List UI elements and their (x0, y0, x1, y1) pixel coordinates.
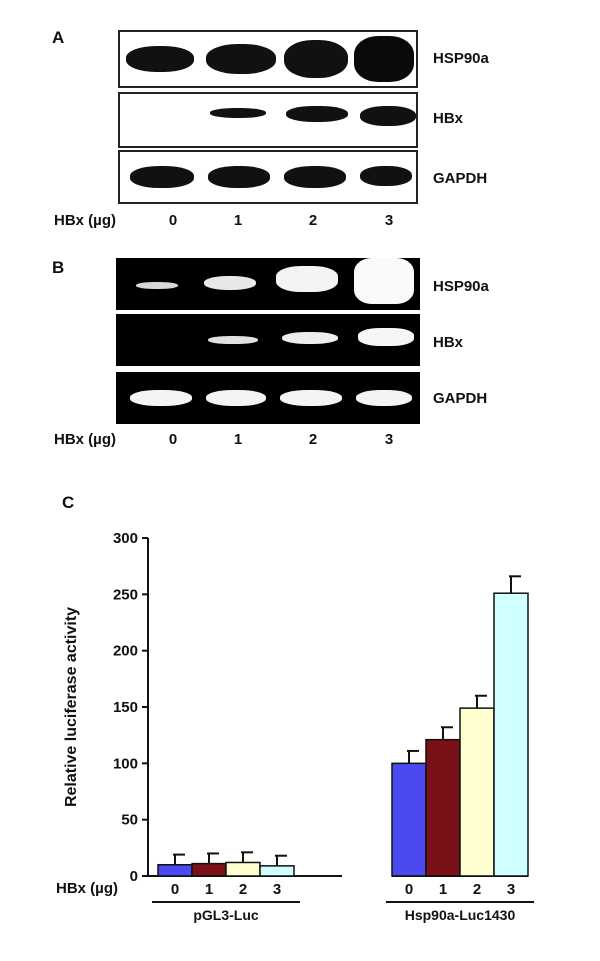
band (208, 336, 258, 344)
gel-row-label-hbx: HBx (433, 334, 464, 351)
gel-lane-label: 0 (168, 431, 178, 448)
band (280, 390, 342, 406)
wb-lane-prefix: HBx (µg) (54, 212, 116, 229)
band (360, 166, 412, 186)
gel-lane-label: 3 (384, 431, 394, 448)
x-tick-label: 2 (239, 881, 247, 898)
gel-row-label-hsp90a: HSP90a (433, 278, 489, 295)
x-tick-label: 3 (507, 881, 515, 898)
band (136, 282, 178, 289)
band (284, 40, 348, 78)
wb-row-label-gapdh: GAPDH (433, 170, 488, 187)
band (204, 276, 256, 290)
panel-c-letter: C (62, 493, 75, 512)
y-axis-title: Relative luciferase activity (63, 607, 80, 807)
wb-lane-label: 0 (168, 212, 178, 229)
x-tick-label: 0 (405, 881, 413, 898)
gel-hbx (116, 314, 420, 366)
band (286, 106, 348, 122)
wb-gapdh-blot (118, 150, 418, 204)
x-tick-label: 1 (439, 881, 447, 898)
band (206, 44, 276, 74)
band (130, 390, 192, 406)
x-tick-label: 0 (171, 881, 179, 898)
y-tick-label: 200 (113, 643, 138, 660)
gel-row-label-gapdh: GAPDH (433, 390, 488, 407)
gel-gapdh (116, 372, 420, 424)
band (276, 266, 338, 292)
x-tick-label: 1 (205, 881, 213, 898)
x-tick-label: 2 (473, 881, 481, 898)
panel-b-letter: B (52, 258, 65, 277)
gel-lane-label: 1 (233, 431, 243, 448)
bar (191, 862, 227, 877)
bar (391, 762, 427, 877)
y-tick-label: 300 (113, 530, 138, 547)
band (354, 36, 414, 82)
y-tick-label: 0 (130, 868, 138, 885)
gel-hsp90a (116, 258, 420, 310)
wb-lane-label: 1 (233, 212, 243, 229)
band (356, 390, 412, 406)
wb-hbx-blot (118, 92, 418, 148)
bar (259, 865, 295, 877)
band (126, 46, 194, 72)
group-label: Hsp90a-Luc1430 (405, 907, 516, 923)
panel-a-letter: A (52, 28, 65, 47)
wb-row-label-hsp90a: HSP90a (433, 50, 489, 67)
wb-hsp90a-blot (118, 30, 418, 88)
band (360, 106, 416, 126)
band (210, 108, 266, 118)
band (206, 390, 266, 406)
bar (225, 861, 261, 877)
bar (459, 707, 495, 877)
band (354, 258, 414, 304)
y-tick-label: 250 (113, 586, 138, 603)
wb-lane-label: 2 (308, 212, 318, 229)
band (284, 166, 346, 188)
band (282, 332, 338, 344)
y-tick-label: 100 (113, 755, 138, 772)
gel-lane-label: 2 (308, 431, 318, 448)
bar (493, 592, 529, 877)
band (208, 166, 270, 188)
group-label: pGL3-Luc (193, 907, 259, 923)
band (358, 328, 414, 346)
gel-lane-prefix: HBx (µg) (54, 431, 116, 448)
x-axis-prefix: HBx (µg) (56, 880, 118, 897)
wb-row-label-hbx: HBx (433, 110, 464, 127)
band (130, 166, 194, 188)
x-tick-label: 3 (273, 881, 281, 898)
bar (425, 738, 461, 877)
bar (157, 863, 193, 877)
wb-lane-label: 3 (384, 212, 394, 229)
y-tick-label: 50 (121, 812, 138, 829)
y-tick-label: 150 (113, 699, 138, 716)
